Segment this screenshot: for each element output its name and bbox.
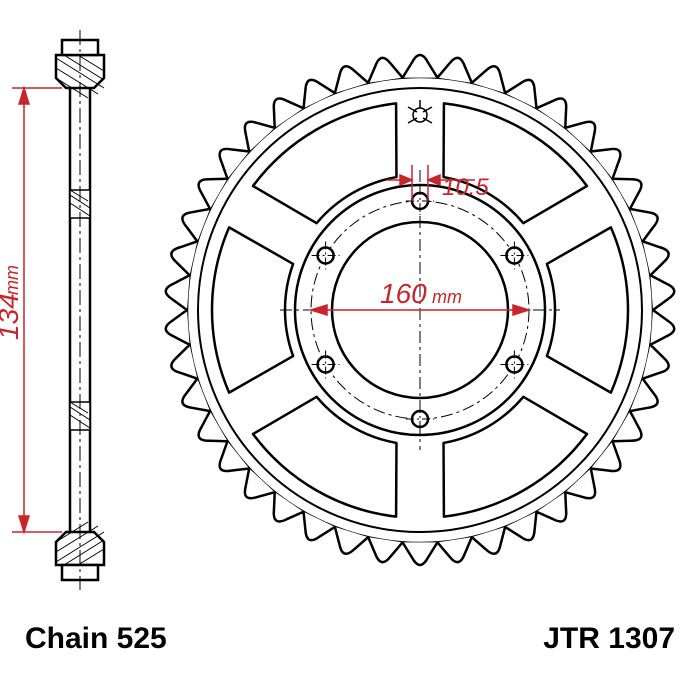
part-number-label: JTR 1307	[543, 622, 675, 656]
dim-134-unit: mm	[2, 265, 22, 295]
dim-160-value: 160	[380, 278, 427, 309]
dim-160-unit: mm	[432, 287, 462, 307]
diagram-canvas: 134 mm	[0, 0, 700, 700]
dim-10-5-value: 10.5	[442, 174, 489, 201]
dim-134-value: 134	[0, 293, 24, 340]
chain-spec-label: Chain 525	[25, 622, 167, 656]
side-view	[56, 30, 104, 590]
sprocket-drawing: 134 mm	[0, 0, 700, 700]
